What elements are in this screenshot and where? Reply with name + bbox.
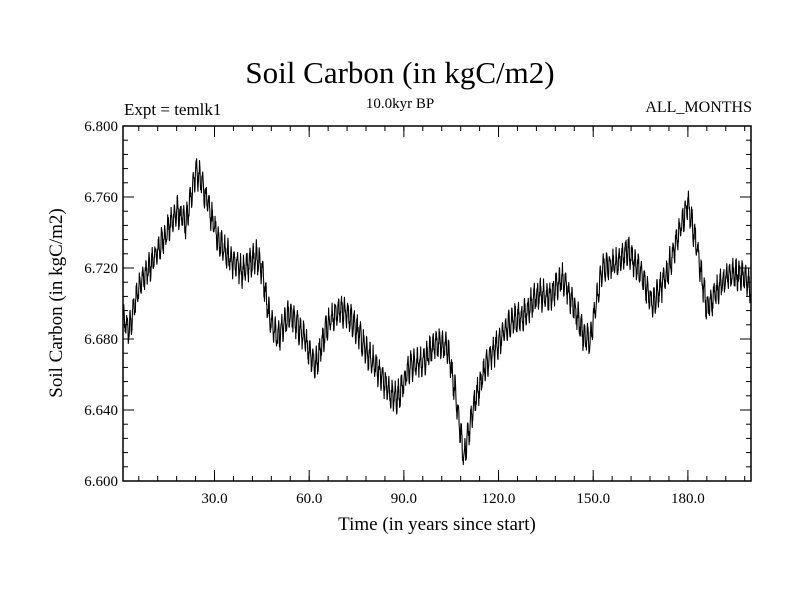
x-tick-label: 30.0: [201, 491, 227, 507]
months-label: ALL_MONTHS: [645, 99, 752, 116]
x-axis-title: Time (in years since start): [338, 514, 536, 535]
y-tick-label: 6.640: [84, 403, 118, 419]
x-tick-label: 180.0: [671, 491, 705, 507]
tick-labels: 30.0 60.0 90.0 120.0 150.0 180.0 6.600 6.640 6.6…: [84, 119, 705, 507]
experiment-label: Expt = temlk1: [124, 100, 222, 119]
plot-frame: [122, 125, 752, 482]
y-tick-label: 6.600: [84, 474, 118, 490]
y-tick-label: 6.800: [84, 119, 118, 135]
y-tick-label: 6.760: [84, 190, 118, 206]
period-label: 10.0kyr BP: [365, 96, 435, 112]
axis-ticks: [123, 125, 751, 482]
series-line-soil-carbon: [122, 158, 752, 466]
y-tick-label: 6.680: [84, 332, 118, 348]
x-tick-label: 120.0: [482, 491, 516, 507]
x-tick-label: 150.0: [576, 491, 610, 507]
chart-title: Soil Carbon (in kgC/m2): [245, 55, 555, 90]
x-tick-label: 90.0: [391, 491, 417, 507]
x-tick-label: 60.0: [296, 491, 322, 507]
y-axis-title: Soil Carbon (in kgC/m2): [46, 208, 67, 397]
y-tick-label: 6.720: [84, 261, 118, 277]
